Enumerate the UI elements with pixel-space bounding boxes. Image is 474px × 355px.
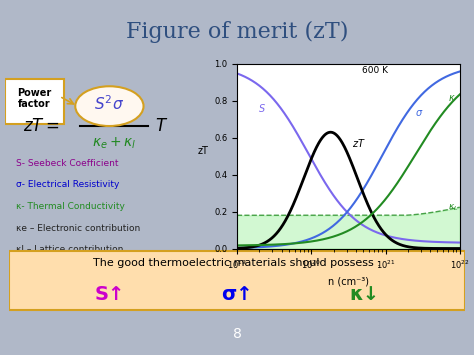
Text: $zT=$: $zT=$ xyxy=(23,117,59,135)
Text: κ- Thermal Conductivity: κ- Thermal Conductivity xyxy=(16,202,125,211)
FancyBboxPatch shape xyxy=(9,251,465,310)
Text: Figure of merit (zT): Figure of merit (zT) xyxy=(126,21,348,43)
Text: S: S xyxy=(259,104,265,114)
Text: S- Seebeck Coefficient: S- Seebeck Coefficient xyxy=(16,159,118,168)
Text: κl – Lattice contribution: κl – Lattice contribution xyxy=(16,245,124,254)
Text: $S^2\sigma$: $S^2\sigma$ xyxy=(94,94,125,113)
Text: $T$: $T$ xyxy=(155,117,168,135)
Text: The good thermoelectric materials should possess :: The good thermoelectric materials should… xyxy=(93,258,381,268)
Text: σ- Electrical Resistivity: σ- Electrical Resistivity xyxy=(16,180,119,190)
Text: S↑: S↑ xyxy=(94,285,125,304)
Text: $\sigma$: $\sigma$ xyxy=(415,108,423,118)
Text: $zT$: $zT$ xyxy=(352,137,365,149)
Text: 8: 8 xyxy=(233,327,241,341)
Ellipse shape xyxy=(75,86,144,126)
Text: σ↑: σ↑ xyxy=(221,285,253,304)
X-axis label: n (cm⁻³): n (cm⁻³) xyxy=(328,276,369,286)
Text: $\kappa$: $\kappa$ xyxy=(448,93,456,103)
Text: $\kappa_L$: $\kappa_L$ xyxy=(448,203,459,213)
FancyBboxPatch shape xyxy=(5,79,64,124)
Text: Power
factor: Power factor xyxy=(17,88,52,109)
Text: 600 K: 600 K xyxy=(362,66,388,75)
Y-axis label: zT: zT xyxy=(198,146,209,156)
Text: T – Average temperature between: T – Average temperature between xyxy=(16,267,171,276)
Text: κe – Electronic contribution: κe – Electronic contribution xyxy=(16,224,140,233)
Text: κ↓: κ↓ xyxy=(349,285,380,304)
Text: cold and hot side: cold and hot side xyxy=(16,289,111,297)
Text: $\kappa_e + \kappa_l$: $\kappa_e + \kappa_l$ xyxy=(92,136,136,151)
